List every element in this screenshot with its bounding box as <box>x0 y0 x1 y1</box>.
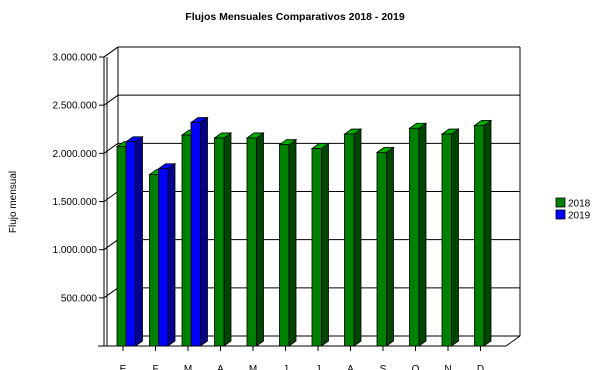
x-tick-label: S <box>380 364 387 370</box>
gridline-side <box>103 191 119 202</box>
bar-2019 <box>189 116 209 347</box>
y-axis-ticks: 500.000 1.000.000 1.500.000 2.000.000 2.500.… <box>53 53 104 347</box>
x-tick-label: J <box>316 364 321 370</box>
x-tick-label: F <box>152 364 158 370</box>
y-tick-label: 1.500.000 <box>53 197 98 208</box>
y-tick-label: 3.000.000 <box>53 53 98 64</box>
x-tick-label: O <box>412 364 420 370</box>
bar-2018 <box>440 128 460 347</box>
bar-2018 <box>343 128 363 347</box>
bar-2019 <box>157 162 177 347</box>
gridline-side <box>103 239 119 251</box>
bar-2018 <box>408 122 428 347</box>
x-tick-label: D <box>477 364 484 370</box>
bar-2018 <box>310 142 330 347</box>
y-tick-label: 2.000.000 <box>53 149 98 160</box>
bar-2018 <box>375 146 395 347</box>
x-tick-label: N <box>444 364 451 370</box>
x-tick-label: M <box>184 364 192 370</box>
chart-title: Flujos Mensuales Comparativos 2018 - 201… <box>185 11 405 23</box>
x-tick-label: A <box>347 364 354 370</box>
x-tick-label: M <box>249 364 257 370</box>
y-axis-label: Flujo mensual <box>8 171 19 233</box>
y-tick-label: 1.000.000 <box>53 245 98 256</box>
bars <box>115 116 493 347</box>
gridline-side <box>103 287 119 299</box>
gridline-side <box>103 46 119 58</box>
legend-swatch <box>555 197 566 208</box>
x-tick-label: E <box>120 364 127 370</box>
bar-2019 <box>124 135 144 347</box>
gridline-side <box>103 142 119 154</box>
legend-swatch <box>555 209 566 220</box>
bar-2018 <box>278 138 298 347</box>
legend-label: 2019 <box>568 211 591 222</box>
y-tick-label: 2.500.000 <box>53 101 98 112</box>
legend-label: 2018 <box>568 199 591 210</box>
y-tick-label: 500.000 <box>61 293 98 304</box>
x-tick-label: J <box>283 364 288 370</box>
gridline-side <box>103 94 119 106</box>
bar-2018 <box>473 119 493 347</box>
x-tick-label: A <box>217 364 224 370</box>
bar-2018 <box>245 132 265 347</box>
bar-2018 <box>213 132 233 347</box>
